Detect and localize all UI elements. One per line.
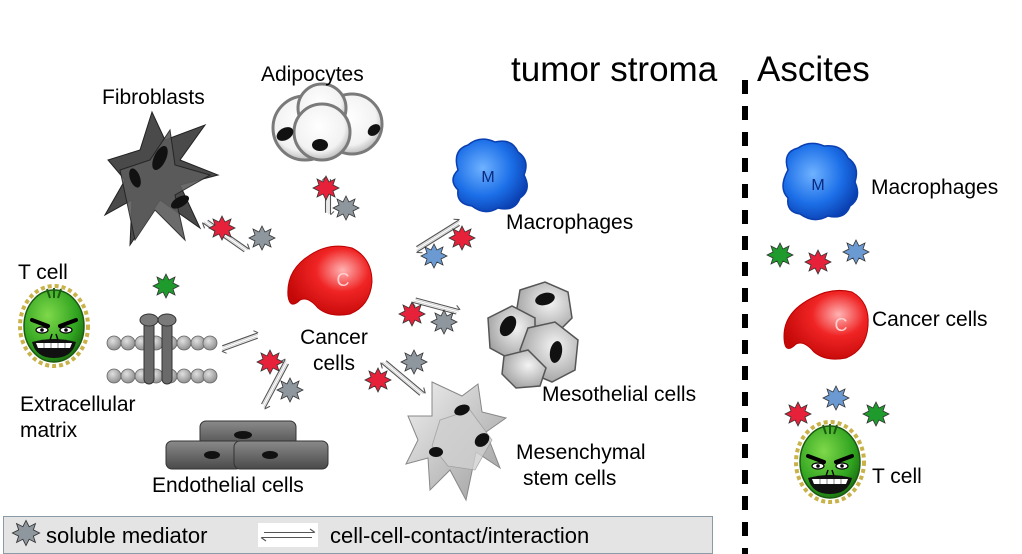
mediator-gray [276, 377, 304, 403]
macrophages-label: Macrophages [506, 211, 634, 234]
mediator-red [804, 249, 832, 275]
cancer-cells-label-line1: Cancer [300, 326, 368, 349]
msc-label-line1: Mesenchymal [516, 441, 646, 464]
macrophage-cell-icon: M [452, 138, 528, 213]
legend-contact-swatch [258, 523, 318, 547]
mesothelial-cells-label: Mesothelial cells [542, 383, 697, 406]
ascites-cancer-letter: C [835, 315, 848, 335]
msc-label-line2: stem cells [523, 467, 617, 490]
contact-arrow-ecm [218, 328, 262, 356]
ecm-label-line2: matrix [20, 419, 78, 442]
tumor-stroma-header: tumor stroma [511, 50, 718, 89]
ascites-header: Ascites [757, 50, 870, 89]
cancer-letter: C [337, 270, 350, 290]
adipocyte-cells-icon [271, 82, 384, 162]
t-cell-icon [18, 284, 90, 368]
ascites-t-cell-label: T cell [872, 465, 922, 488]
mesenchymal-stem-cells-icon [405, 381, 508, 502]
legend-box: soluble mediator cell-cell-contact/inter… [3, 516, 713, 554]
mediator-red [312, 175, 340, 201]
mediator-green [152, 273, 180, 299]
mesothelial-cells-icon [487, 281, 579, 389]
ascites-cancer-cells-label: Cancer cells [872, 308, 988, 331]
extracellular-matrix-label: Extracellular matrix [20, 392, 136, 444]
t-cell-label: T cell [18, 261, 68, 284]
ascites-macrophage-letter: M [811, 177, 824, 194]
mediator-red [784, 401, 812, 427]
mesenchymal-stem-cells-label: Mesenchymal stem cells [516, 440, 646, 492]
mediator-red [398, 301, 426, 327]
mediator-blue [842, 239, 870, 265]
ascites-t-cell-icon [794, 420, 866, 504]
cancer-cells-label: Cancer cells [290, 325, 378, 377]
ascites-macrophage-icon: M [782, 142, 859, 221]
mediator-red [208, 215, 236, 241]
mediator-gray [332, 195, 360, 221]
mediator-blue [420, 243, 448, 269]
fibroblast-cells-icon [103, 110, 220, 247]
endothelial-cells-label: Endothelial cells [152, 474, 304, 497]
legend-mediator-icon [11, 519, 41, 547]
endothelial-cells-icon [165, 420, 329, 470]
legend-contact-text: cell-cell-contact/interaction [330, 523, 590, 548]
mediator-gray [248, 225, 276, 251]
macrophage-letter: M [481, 169, 494, 186]
mediator-red [448, 225, 476, 251]
mediator-green [862, 401, 890, 427]
adipocytes-label: Adipocytes [261, 63, 364, 86]
ascites-cancer-cell-icon: C [783, 290, 869, 360]
ecm-label-line1: Extracellular [20, 393, 136, 416]
mediator-gray [430, 309, 458, 335]
legend-contact-icon [260, 528, 316, 542]
cancer-cells-label-line2: cells [312, 352, 355, 375]
extracellular-matrix-icon [106, 313, 218, 385]
cancer-cell-icon: C [287, 245, 373, 316]
fibroblasts-label: Fibroblasts [102, 86, 205, 109]
ascites-macrophages-label: Macrophages [871, 176, 999, 199]
mediator-red [256, 349, 284, 375]
mediator-gray [400, 349, 428, 375]
mediator-green [766, 242, 794, 268]
mediator-blue [822, 385, 850, 411]
legend-mediator-text: soluble mediator [46, 523, 208, 548]
